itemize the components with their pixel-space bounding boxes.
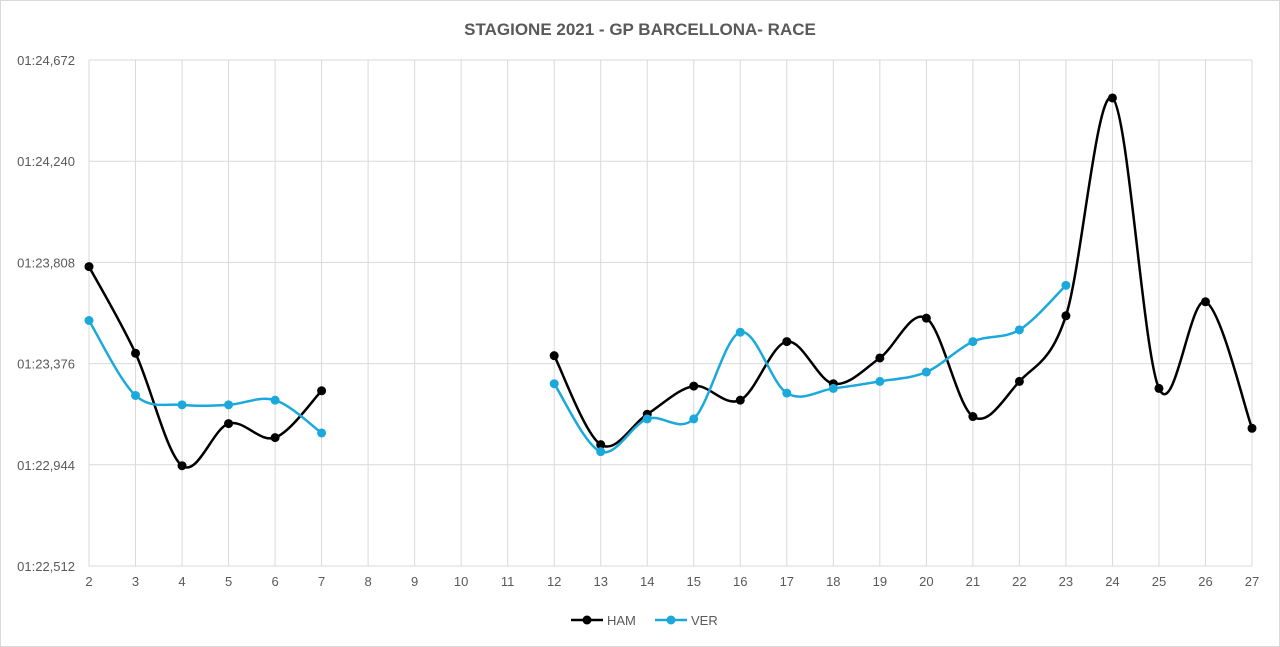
legend-marker	[582, 615, 592, 625]
data-point-ver	[131, 390, 141, 400]
data-point-ham	[1107, 93, 1117, 103]
series-line-ver	[553, 284, 1067, 454]
data-point-ham	[875, 353, 885, 363]
chart-title: STAGIONE 2021 - GP BARCELLONA- RACE	[464, 20, 816, 39]
data-point-ham	[689, 381, 699, 391]
legend-item-ver: VER	[655, 613, 718, 628]
x-tick-label: 24	[1105, 574, 1119, 589]
data-point-ver	[782, 388, 792, 398]
x-tick-label: 7	[318, 574, 325, 589]
x-tick-label: 18	[826, 574, 840, 589]
data-point-ver	[84, 315, 94, 325]
x-tick-label: 23	[1059, 574, 1073, 589]
data-point-ver	[689, 414, 699, 424]
x-tick-label: 6	[271, 574, 278, 589]
data-point-ham	[596, 440, 606, 450]
data-point-ham	[782, 337, 792, 347]
data-point-ver	[596, 447, 606, 457]
y-tick-label: 01:22,944	[17, 458, 75, 473]
x-tick-label: 17	[780, 574, 794, 589]
x-tick-label: 14	[640, 574, 654, 589]
data-point-ham	[1200, 297, 1210, 307]
x-tick-label: 9	[411, 574, 418, 589]
gridlines	[88, 59, 1253, 567]
data-point-ver	[270, 395, 280, 405]
data-point-ham	[84, 262, 94, 272]
data-point-ham	[270, 433, 280, 443]
data-point-ham	[1247, 423, 1257, 433]
y-tick-label: 01:23,808	[17, 255, 75, 270]
x-tick-label: 4	[178, 574, 185, 589]
y-tick-label: 01:23,376	[17, 357, 75, 372]
x-tick-label: 8	[365, 574, 372, 589]
legend: HAM VER	[571, 613, 718, 628]
series-lines	[84, 93, 1257, 471]
data-point-ham	[1014, 376, 1024, 386]
data-point-ver	[642, 414, 652, 424]
data-point-ver	[735, 327, 745, 337]
x-tick-label: 2	[85, 574, 92, 589]
data-point-ham	[968, 412, 978, 422]
x-tick-label: 22	[1012, 574, 1026, 589]
data-point-ver	[224, 400, 234, 410]
x-tick-label: 10	[454, 574, 468, 589]
data-point-ham	[177, 461, 187, 471]
y-tick-label: 01:24,240	[17, 154, 75, 169]
series-ham	[84, 93, 1257, 471]
data-point-ver	[1014, 325, 1024, 335]
y-axis-ticks: 01:22,512 01:22,944 01:23,376 01:23,808 01:2…	[17, 53, 75, 574]
legend-label: VER	[691, 613, 718, 628]
data-point-ver	[1061, 280, 1071, 290]
x-tick-label: 12	[547, 574, 561, 589]
data-point-ham	[224, 419, 234, 429]
series-ver	[84, 280, 1071, 457]
data-point-ver	[921, 367, 931, 377]
data-point-ver	[968, 337, 978, 347]
x-tick-label: 26	[1198, 574, 1212, 589]
data-point-ham	[735, 395, 745, 405]
data-point-ham	[317, 386, 327, 396]
data-point-ham	[131, 348, 141, 358]
data-point-ham	[1061, 311, 1071, 321]
x-tick-label: 11	[501, 574, 515, 589]
x-axis-ticks: 2 3 4 5 6 7 8 9 10 11 12 13 14 15 16 17 18 19 20 21 22 23 24 25…	[85, 574, 1259, 589]
data-point-ver	[549, 379, 559, 389]
x-tick-label: 15	[687, 574, 701, 589]
data-point-ham	[921, 313, 931, 323]
data-point-ver	[177, 400, 187, 410]
data-point-ham	[1154, 383, 1164, 393]
x-tick-label: 21	[966, 574, 980, 589]
legend-marker	[666, 615, 676, 625]
series-line-ham	[553, 96, 1254, 448]
legend-item-ham: HAM	[571, 613, 636, 628]
series-line-ham	[87, 266, 323, 469]
data-point-ver	[317, 428, 327, 438]
x-tick-label: 25	[1152, 574, 1166, 589]
x-tick-label: 3	[132, 574, 139, 589]
series-line-ver	[87, 319, 323, 434]
x-tick-label: 27	[1245, 574, 1259, 589]
x-tick-label: 16	[733, 574, 747, 589]
x-tick-label: 20	[919, 574, 933, 589]
data-point-ver	[828, 383, 838, 393]
x-tick-label: 19	[873, 574, 887, 589]
data-point-ham	[549, 351, 559, 361]
y-tick-label: 01:24,672	[17, 53, 75, 68]
x-tick-label: 13	[593, 574, 607, 589]
x-tick-label: 5	[225, 574, 232, 589]
y-tick-label: 01:22,512	[17, 559, 75, 574]
data-point-ver	[875, 376, 885, 386]
legend-label: HAM	[607, 613, 636, 628]
